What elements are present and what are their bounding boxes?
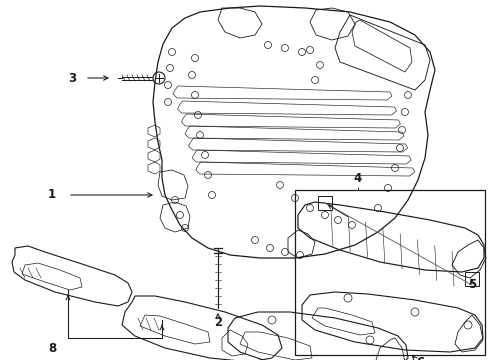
Text: 6: 6 — [415, 356, 423, 360]
Bar — [317, 196, 331, 210]
Text: 1: 1 — [48, 189, 56, 202]
Text: 2: 2 — [214, 315, 222, 328]
Text: 8: 8 — [48, 342, 56, 355]
Bar — [294, 190, 484, 355]
Bar — [464, 272, 478, 286]
Text: 3: 3 — [68, 72, 76, 85]
Text: 5: 5 — [467, 279, 475, 292]
Text: 4: 4 — [353, 171, 362, 184]
